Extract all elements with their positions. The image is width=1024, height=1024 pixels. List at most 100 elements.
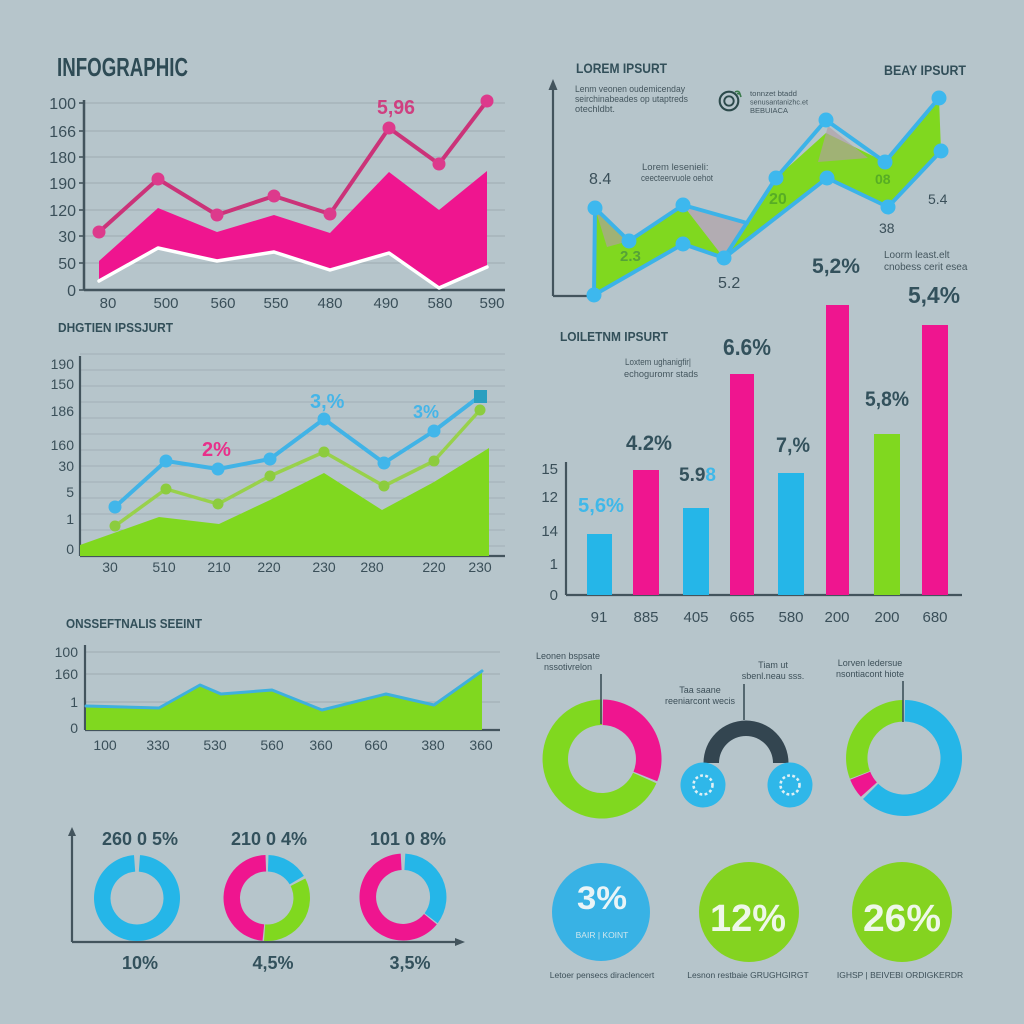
- svg-text:100: 100: [93, 737, 117, 753]
- svg-text:560: 560: [260, 737, 284, 753]
- svg-text:senusantanizhc.et: senusantanizhc.et: [750, 100, 808, 107]
- svg-text:Lorven ledersue: Lorven ledersue: [838, 658, 903, 668]
- svg-text:1: 1: [550, 556, 558, 573]
- svg-text:echoguromr stads: echoguromr stads: [624, 369, 699, 379]
- svg-text:12: 12: [541, 489, 558, 506]
- svg-text:0: 0: [67, 283, 76, 300]
- svg-text:4.2%: 4.2%: [626, 432, 672, 455]
- svg-text:sbenl.neau sss.: sbenl.neau sss.: [742, 671, 805, 681]
- svg-text:BEAY IPSURT: BEAY IPSURT: [884, 63, 967, 78]
- svg-text:530: 530: [203, 737, 227, 753]
- svg-text:380: 380: [421, 737, 445, 753]
- svg-text:220: 220: [257, 559, 281, 575]
- svg-text:0: 0: [66, 541, 74, 557]
- svg-text:0: 0: [550, 587, 558, 604]
- svg-text:Taa saane: Taa saane: [679, 685, 721, 695]
- svg-text:4,5%: 4,5%: [252, 953, 293, 973]
- svg-text:7,%: 7,%: [776, 434, 810, 457]
- svg-text:100: 100: [55, 644, 79, 660]
- svg-text:560: 560: [210, 295, 235, 312]
- svg-text:91: 91: [591, 609, 608, 626]
- svg-text:360: 360: [469, 737, 493, 753]
- svg-text:30: 30: [58, 229, 76, 246]
- svg-text:38: 38: [879, 220, 895, 236]
- svg-text:230: 230: [468, 559, 492, 575]
- svg-text:50: 50: [58, 256, 76, 273]
- svg-text:5,8%: 5,8%: [865, 388, 909, 411]
- svg-text:Letoer pensecs diraclencert: Letoer pensecs diraclencert: [550, 970, 655, 980]
- svg-text:220: 220: [422, 559, 446, 575]
- svg-text:cnobess cerit esea: cnobess cerit esea: [884, 262, 968, 273]
- svg-text:Lenm veonen oudemicenday: Lenm veonen oudemicenday: [575, 84, 685, 94]
- svg-text:405: 405: [683, 609, 708, 626]
- svg-text:150: 150: [51, 376, 75, 392]
- svg-text:885: 885: [633, 609, 658, 626]
- svg-text:660: 660: [364, 737, 388, 753]
- svg-text:Loorm least.elt: Loorm least.elt: [884, 250, 950, 261]
- svg-text:1: 1: [70, 694, 78, 710]
- svg-text:330: 330: [146, 737, 170, 753]
- svg-text:360: 360: [309, 737, 333, 753]
- svg-text:seirchinabeades op utaptreds: seirchinabeades op utaptreds: [575, 94, 688, 104]
- svg-text:580: 580: [778, 609, 803, 626]
- svg-text:12%: 12%: [710, 898, 786, 940]
- svg-text:LOREM IPSURT: LOREM IPSURT: [576, 60, 667, 76]
- svg-text:15: 15: [541, 461, 558, 478]
- svg-text:190: 190: [51, 356, 75, 372]
- svg-text:30: 30: [102, 559, 118, 575]
- svg-text:180: 180: [49, 150, 76, 167]
- svg-text:2.3: 2.3: [620, 248, 641, 265]
- svg-text:0: 0: [70, 720, 78, 736]
- svg-text:Loxtem ughanigfir|: Loxtem ughanigfir|: [625, 357, 691, 367]
- svg-text:30: 30: [58, 458, 74, 474]
- svg-text:Leonen bspsate: Leonen bspsate: [536, 651, 600, 661]
- svg-text:100: 100: [49, 96, 76, 113]
- svg-text:14: 14: [541, 523, 558, 540]
- svg-text:480: 480: [317, 295, 342, 312]
- svg-text:08: 08: [875, 171, 891, 187]
- svg-text:Tiam ut: Tiam ut: [758, 660, 788, 670]
- svg-text:5.98: 5.98: [679, 465, 716, 486]
- svg-text:reeniarcont wecis: reeniarcont wecis: [665, 696, 736, 706]
- svg-text:3%: 3%: [413, 402, 439, 422]
- svg-text:3%: 3%: [577, 880, 627, 916]
- svg-text:3,5%: 3,5%: [389, 953, 430, 973]
- svg-text:80: 80: [100, 295, 117, 312]
- svg-text:nsontiacont hiote: nsontiacont hiote: [836, 669, 904, 679]
- svg-text:580: 580: [427, 295, 452, 312]
- svg-text:186: 186: [51, 403, 75, 419]
- svg-text:2%: 2%: [202, 439, 231, 461]
- svg-text:5,6%: 5,6%: [578, 495, 624, 517]
- svg-text:510: 510: [152, 559, 176, 575]
- svg-text:INFOGRAPHIC: INFOGRAPHIC: [57, 52, 188, 82]
- svg-text:490: 490: [373, 295, 398, 312]
- svg-text:nssotivrelon: nssotivrelon: [544, 662, 592, 672]
- svg-text:Lesnon restbaie GRUGHGIRGT: Lesnon restbaie GRUGHGIRGT: [687, 970, 808, 980]
- svg-text:BEBUIACA: BEBUIACA: [750, 108, 788, 115]
- svg-text:IGHSP | BEIVEBI ORDIGKERDR: IGHSP | BEIVEBI ORDIGKERDR: [837, 970, 963, 980]
- svg-text:665: 665: [729, 609, 754, 626]
- svg-text:Lorem lesenieli:: Lorem lesenieli:: [642, 162, 709, 173]
- svg-text:260 0 5%: 260 0 5%: [102, 829, 178, 849]
- svg-text:200: 200: [824, 609, 849, 626]
- svg-text:280: 280: [360, 559, 384, 575]
- svg-text:6.6%: 6.6%: [723, 334, 771, 360]
- svg-text:ONSSEFTNALIS SEEINT: ONSSEFTNALIS SEEINT: [66, 616, 202, 631]
- svg-text:160: 160: [51, 437, 75, 453]
- svg-text:120: 120: [49, 203, 76, 220]
- svg-text:1: 1: [66, 511, 74, 527]
- svg-text:200: 200: [874, 609, 899, 626]
- svg-text:10%: 10%: [122, 953, 158, 973]
- svg-text:166: 166: [49, 124, 76, 141]
- svg-text:5: 5: [66, 484, 74, 500]
- svg-text:230: 230: [312, 559, 336, 575]
- svg-text:20: 20: [769, 191, 787, 208]
- svg-text:160: 160: [55, 666, 79, 682]
- svg-text:550: 550: [263, 295, 288, 312]
- svg-text:190: 190: [49, 176, 76, 193]
- svg-text:5.4: 5.4: [928, 191, 948, 207]
- svg-text:590: 590: [479, 295, 504, 312]
- svg-text:ceecteervuole oehot: ceecteervuole oehot: [641, 173, 713, 183]
- svg-text:tonnzet btadd: tonnzet btadd: [750, 91, 797, 98]
- svg-text:3,%: 3,%: [310, 391, 345, 413]
